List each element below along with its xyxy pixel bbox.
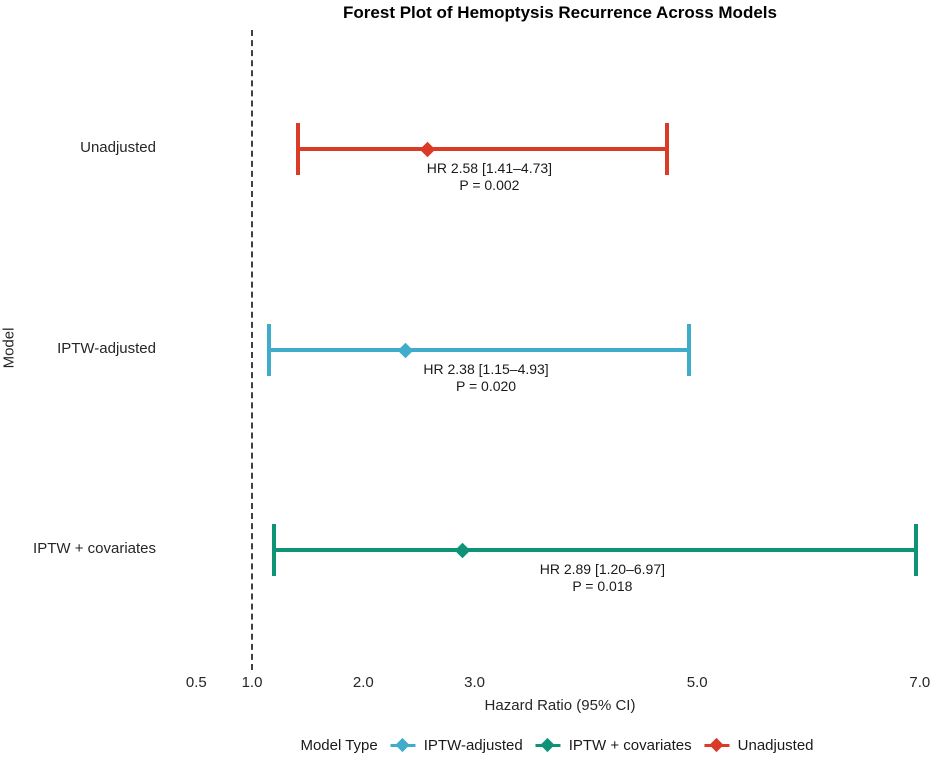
hr-annotation: HR 2.58 [1.41–4.73] bbox=[426, 160, 553, 176]
legend-marker-diamond bbox=[395, 737, 410, 753]
x-tick-label: 3.0 bbox=[464, 674, 486, 691]
legend-title: Model Type bbox=[300, 737, 378, 754]
row-label: Unadjusted bbox=[80, 139, 156, 156]
point-diamond bbox=[397, 342, 414, 358]
x-tick-label: 7.0 bbox=[909, 674, 931, 691]
ci-cap-left bbox=[272, 524, 277, 576]
x-tick-label: 1.0 bbox=[241, 674, 263, 691]
reference-line bbox=[251, 30, 253, 670]
chart-title: Forest Plot of Hemoptysis Recurrence Acr… bbox=[343, 3, 777, 22]
legend-diamond-marker-icon bbox=[535, 737, 561, 753]
row-label: IPTW-adjusted bbox=[57, 340, 156, 357]
legend-item: Unadjusted bbox=[704, 737, 814, 754]
x-tick-label: 5.0 bbox=[686, 674, 708, 691]
legend-item: IPTW-adjusted bbox=[390, 737, 523, 754]
hr-annotation: HR 2.38 [1.15–4.93] bbox=[423, 361, 549, 377]
x-tick-label: 0.5 bbox=[185, 674, 207, 691]
legend: Model Type IPTW-adjusted IPTW + covariates… bbox=[300, 737, 813, 754]
legend-marker-diamond bbox=[709, 737, 724, 753]
point-diamond bbox=[420, 141, 436, 157]
p-annotation: P = 0.018 bbox=[572, 578, 633, 594]
p-annotation: P = 0.002 bbox=[459, 177, 520, 193]
x-tick-label: 2.0 bbox=[352, 674, 374, 691]
legend-diamond-marker-icon bbox=[704, 737, 730, 753]
legend-diamond-marker-icon bbox=[390, 737, 416, 753]
ci-cap-left bbox=[266, 324, 271, 376]
ci-bar bbox=[268, 348, 690, 352]
ci-bar bbox=[297, 147, 668, 151]
ci-cap-left bbox=[295, 123, 300, 175]
legend-item-label: IPTW + covariates bbox=[568, 737, 692, 754]
ci-cap-right bbox=[665, 123, 670, 175]
ci-bar bbox=[274, 548, 917, 552]
ci-cap-right bbox=[914, 524, 919, 576]
legend-item: IPTW + covariates bbox=[535, 737, 692, 754]
ci-cap-right bbox=[687, 324, 692, 376]
row-label: IPTW + covariates bbox=[33, 540, 156, 557]
point-diamond bbox=[454, 542, 471, 558]
legend-item-label: IPTW-adjusted bbox=[423, 737, 523, 754]
p-annotation: P = 0.020 bbox=[456, 378, 517, 394]
hr-annotation: HR 2.89 [1.20–6.97] bbox=[539, 561, 666, 577]
legend-marker-diamond bbox=[540, 737, 555, 753]
x-axis-title: Hazard Ratio (95% CI) bbox=[484, 697, 636, 714]
legend-item-label: Unadjusted bbox=[737, 737, 814, 754]
